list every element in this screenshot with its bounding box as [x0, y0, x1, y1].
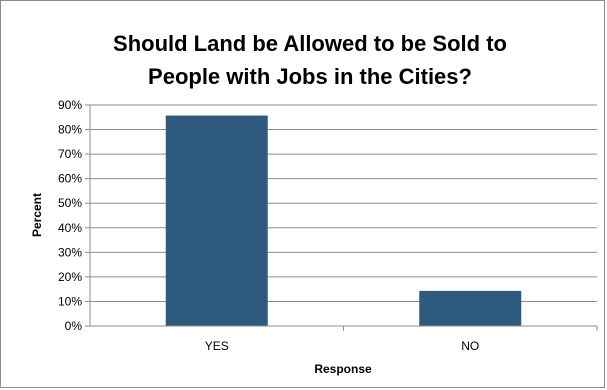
x-tick-labels: YES NO: [205, 326, 598, 353]
y-tick-label: 40%: [58, 221, 82, 235]
x-axis-title: Response: [314, 362, 372, 376]
x-tick-label: YES: [205, 339, 229, 353]
y-tick-label: 90%: [58, 98, 82, 112]
y-tick-label: 30%: [58, 245, 82, 259]
y-tick-label: 20%: [58, 270, 82, 284]
bar-no: [419, 290, 522, 326]
y-axis-title: Percent: [30, 193, 44, 237]
y-tick-label: 80%: [58, 123, 82, 137]
bar-yes: [165, 115, 268, 326]
y-tick-label: 0%: [65, 319, 83, 333]
y-tick-label: 50%: [58, 196, 82, 210]
y-tick-label: 10%: [58, 294, 82, 308]
y-tick-labels: 0% 10% 20% 30% 40% 50% 60% 70% 80% 90%: [58, 98, 90, 333]
x-tick-label: NO: [461, 339, 479, 353]
y-tick-label: 70%: [58, 147, 82, 161]
bars: [165, 115, 522, 326]
chart-title-line-1: Should Land be Allowed to be Sold to: [113, 31, 507, 56]
chart-title-line-2: People with Jobs in the Cities?: [148, 64, 472, 89]
y-tick-label: 60%: [58, 172, 82, 186]
